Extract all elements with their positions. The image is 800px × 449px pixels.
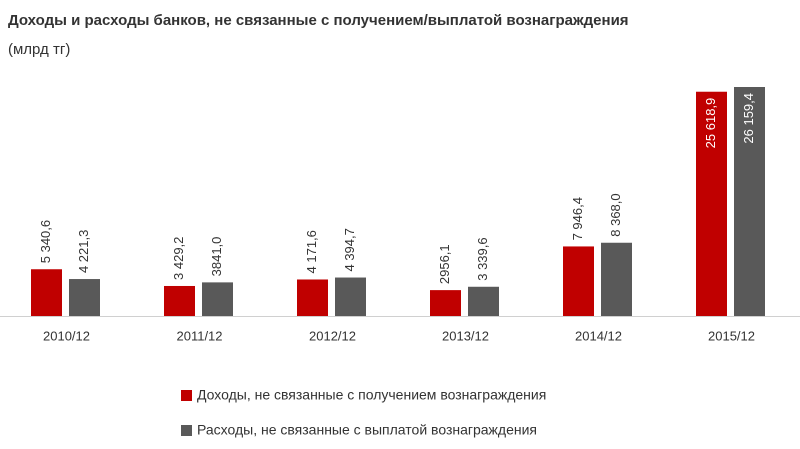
x-tick-label: 2015/12: [708, 328, 755, 343]
x-tick-label: 2011/12: [176, 328, 222, 343]
bar: [335, 277, 366, 316]
value-label: 3841,0: [209, 237, 224, 277]
bar: [468, 286, 499, 316]
bar: [601, 242, 632, 316]
chart-subtitle: (млрд тг): [8, 41, 71, 58]
value-label: 25 618,9: [703, 98, 718, 149]
chart-title: Доходы и расходы банков, не связанные с …: [8, 12, 629, 29]
bar: [164, 285, 195, 316]
x-tick-label: 2014/12: [575, 328, 622, 343]
x-tick-label: 2013/12: [442, 328, 489, 343]
legend-swatch: [181, 425, 192, 436]
value-label: 4 394,7: [342, 228, 357, 271]
bar: [69, 279, 100, 316]
legend-label: Расходы, не связанные с выплатой вознагр…: [197, 422, 537, 438]
bar: [430, 290, 461, 316]
value-label: 2956,1: [437, 244, 452, 284]
bar: [734, 87, 765, 316]
bar: [563, 246, 594, 316]
value-label: 26 159,4: [741, 93, 756, 144]
bar: [696, 91, 727, 316]
value-label: 4 171,6: [304, 230, 319, 273]
x-tick-label: 2010/12: [43, 328, 90, 343]
value-label: 3 339,6: [475, 237, 490, 280]
legend-swatch: [181, 390, 192, 401]
x-tick-label: 2012/12: [309, 328, 356, 343]
value-label: 4 221,3: [76, 230, 91, 273]
value-label: 3 429,2: [171, 237, 186, 280]
value-label: 8 368,0: [608, 193, 623, 236]
bar: [297, 279, 328, 316]
value-label: 5 340,6: [38, 220, 53, 263]
bar: [202, 282, 233, 316]
title-block: Доходы и расходы банков, не связанные с …: [8, 6, 648, 64]
value-label: 7 946,4: [570, 197, 585, 240]
bar: [31, 269, 62, 316]
legend-label: Доходы, не связанные с получением вознаг…: [197, 387, 546, 403]
